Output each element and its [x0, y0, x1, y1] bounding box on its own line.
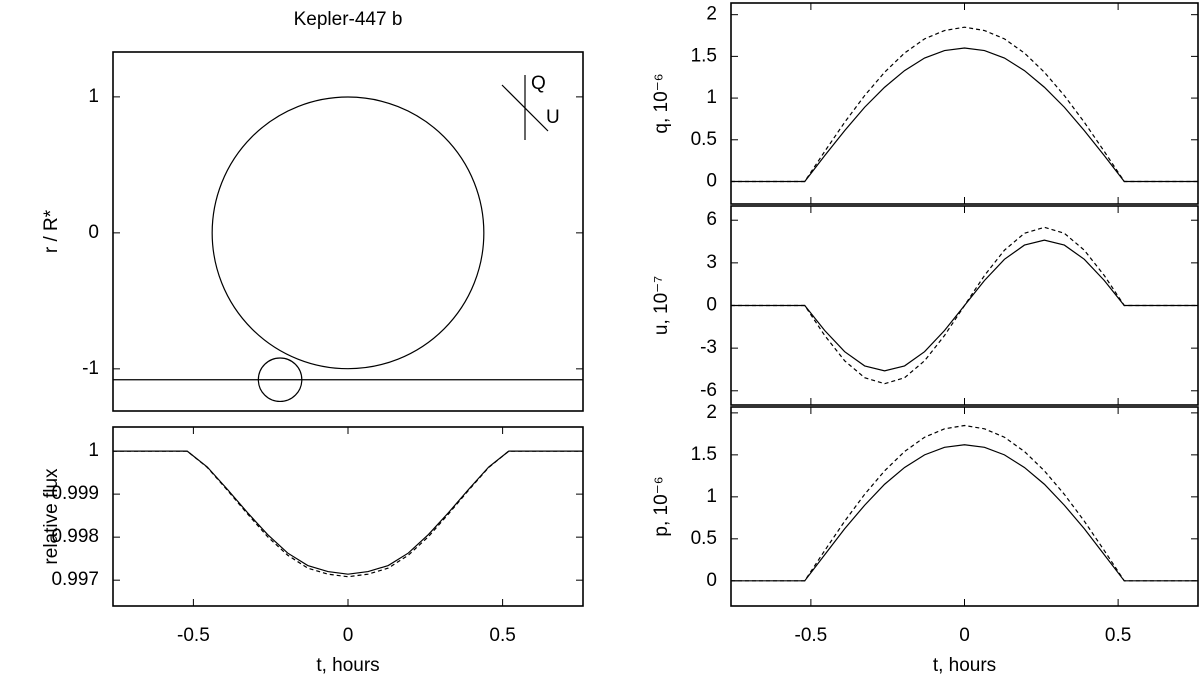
y-tick-label: 3: [706, 252, 717, 273]
x-tick-label: 0: [343, 625, 354, 646]
y-axis-label: p, 10⁻⁶: [651, 476, 672, 536]
data-line: [731, 226, 1198, 385]
y-tick-label: 1.5: [691, 444, 717, 465]
y-axis-label: relative flux: [41, 468, 62, 565]
star-disk: [211, 96, 485, 370]
plot-frame: [730, 2, 1199, 205]
data-line: [731, 47, 1198, 183]
y-tick-label: 2: [706, 4, 717, 25]
y-tick-label: 0.999: [51, 483, 99, 504]
plot-frame: [112, 51, 584, 412]
y-tick-label: 0.5: [691, 129, 717, 150]
y-tick-label: -3: [700, 337, 717, 358]
data-line: [731, 424, 1198, 582]
data-line: [731, 26, 1198, 183]
x-axis-label: t, hours: [933, 655, 996, 676]
y-tick-label: 1: [88, 86, 99, 107]
q-label: Q: [531, 73, 546, 94]
y-axis-label: q, 10⁻⁶: [651, 73, 672, 133]
x-tick-label: 0: [959, 625, 970, 646]
x-tick-label: 0.5: [489, 625, 515, 646]
y-tick-label: 6: [706, 209, 717, 230]
data-line: [113, 450, 583, 578]
chart-title: Kepler-447 b: [294, 9, 403, 30]
y-tick-label: 0: [706, 295, 717, 316]
x-axis-label: t, hours: [316, 655, 379, 676]
plot-frame: [112, 426, 584, 607]
y-tick-label: 0: [88, 222, 99, 243]
data-line: [731, 444, 1198, 582]
x-tick-label: -0.5: [177, 625, 210, 646]
y-tick-label: 2: [706, 402, 717, 423]
y-tick-label: 1.5: [691, 45, 717, 66]
y-axis-label: r / R*: [41, 209, 62, 253]
x-tick-label: 0.5: [1105, 625, 1131, 646]
data-line: [113, 450, 583, 575]
y-tick-label: -6: [700, 380, 717, 401]
y-tick-label: 1: [706, 87, 717, 108]
x-tick-label: -0.5: [795, 625, 828, 646]
y-axis-label: u, 10⁻⁷: [651, 276, 672, 335]
y-tick-label: 0.998: [51, 526, 99, 547]
y-tick-label: 0.997: [51, 569, 99, 590]
y-tick-label: 0: [706, 570, 717, 591]
y-tick-label: 0: [706, 170, 717, 191]
plot-frame: [730, 406, 1199, 607]
planet-disk: [257, 357, 303, 403]
u-axis: [501, 84, 549, 132]
y-tick-label: 1: [88, 440, 99, 461]
y-tick-label: 1: [706, 486, 717, 507]
u-label: U: [546, 107, 560, 128]
y-tick-label: -1: [82, 358, 99, 379]
y-tick-label: 0.5: [691, 528, 717, 549]
